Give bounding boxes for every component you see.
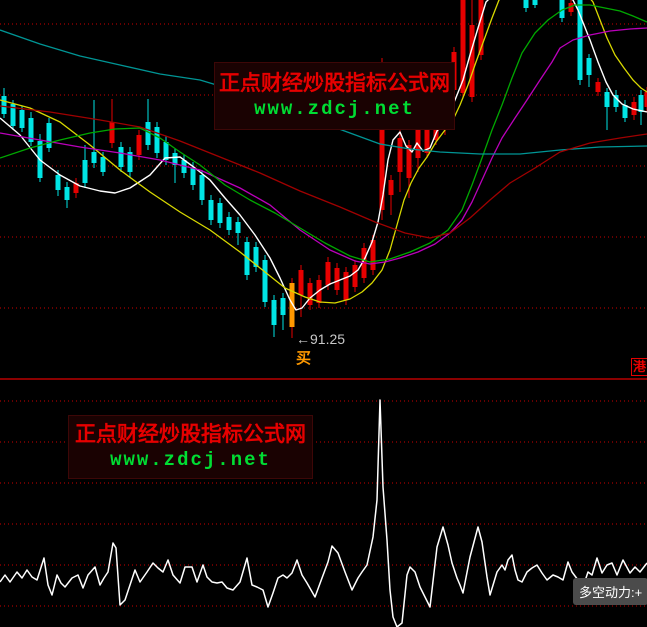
- price-arrow-icon: ←: [296, 331, 310, 347]
- candle-body: [307, 283, 313, 305]
- candle-body: [370, 240, 376, 270]
- market-badge[interactable]: 港: [631, 358, 647, 376]
- candle-body: [127, 152, 133, 172]
- candle-body: [100, 157, 106, 172]
- candle-body: [46, 123, 52, 148]
- watermark-url: www.zdcj.net: [254, 97, 415, 120]
- candle-body: [478, 0, 484, 55]
- candle-body: [595, 82, 601, 92]
- candle-body: [28, 118, 34, 142]
- candle-body: [271, 300, 277, 325]
- candle-body: [289, 283, 295, 327]
- ma-magenta: [0, 27, 647, 265]
- candle-body: [644, 92, 647, 107]
- candle-body: [262, 260, 268, 302]
- candle-body: [199, 175, 205, 200]
- indicator-line: [0, 399, 647, 627]
- indicator-tooltip[interactable]: 多空动力:+: [573, 578, 647, 605]
- candle-body: [460, 0, 466, 93]
- candle-body: [559, 0, 565, 18]
- ma-darkred: [0, 105, 647, 239]
- candle-body: [280, 298, 286, 315]
- candle-body: [73, 183, 79, 193]
- candle-body: [469, 25, 475, 97]
- candle-body: [235, 222, 241, 233]
- watermark-bottom: 正点财经炒股指标公式网 www.zdcj.net: [68, 415, 313, 479]
- candle-body: [109, 122, 115, 143]
- candle-body: [19, 110, 25, 128]
- watermark-url: www.zdcj.net: [110, 448, 271, 471]
- candle-body: [568, 3, 574, 12]
- watermark-top: 正点财经炒股指标公式网 www.zdcj.net: [214, 62, 455, 130]
- candle-body: [604, 92, 610, 107]
- candle-body: [352, 265, 358, 287]
- candle-body: [1, 96, 7, 114]
- candle-body: [532, 0, 538, 5]
- candle-body: [163, 142, 169, 160]
- candle-body: [190, 168, 196, 185]
- candle-body: [217, 203, 223, 223]
- candle-body: [325, 262, 331, 285]
- candle-body: [55, 175, 61, 190]
- candle-body: [226, 217, 232, 230]
- candle-body: [577, 0, 583, 80]
- candle-body: [208, 200, 214, 220]
- candle-body: [244, 242, 250, 275]
- watermark-title: 正点财经炒股指标公式网: [75, 423, 306, 447]
- candle-body: [154, 127, 160, 153]
- candle-body: [10, 104, 16, 126]
- candle-body: [397, 138, 403, 172]
- candle-body: [424, 127, 430, 153]
- ma-yellow: [0, 0, 647, 304]
- ma-white: [0, 0, 647, 311]
- candle-body: [172, 153, 178, 165]
- candle-body: [415, 128, 421, 158]
- ma-green: [0, 4, 647, 263]
- candle-body: [638, 95, 644, 112]
- buy-signal-label: 买: [296, 350, 312, 367]
- price-label: 91.25: [310, 331, 346, 347]
- candle-body: [118, 147, 124, 167]
- candle-body: [64, 187, 70, 200]
- candle-body: [343, 272, 349, 300]
- candle-body: [145, 122, 151, 145]
- candle-body: [82, 160, 88, 183]
- candle-body: [136, 135, 142, 155]
- candle-body: [613, 95, 619, 107]
- candle-body: [622, 105, 628, 118]
- candle-body: [91, 152, 97, 163]
- candle-body: [379, 62, 385, 210]
- candle-body: [388, 180, 394, 195]
- candle-body: [586, 58, 592, 75]
- candle-body: [523, 0, 529, 8]
- candle-body: [334, 268, 340, 290]
- candle-body: [298, 270, 304, 295]
- candle-body: [253, 247, 259, 267]
- candle-body: [406, 145, 412, 178]
- watermark-title: 正点财经炒股指标公式网: [219, 72, 450, 96]
